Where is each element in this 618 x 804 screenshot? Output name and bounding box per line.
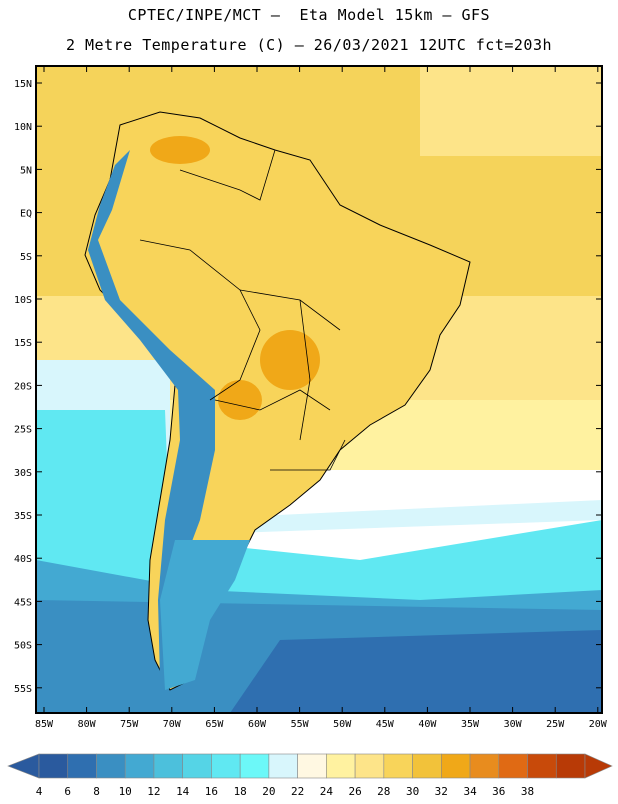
lon-label: 35W [461,719,480,730]
colorbar-label: 26 [348,785,361,798]
colorbar-label: 36 [492,785,505,798]
colorbar-label: 28 [377,785,390,798]
colorbar-label: 4 [36,785,43,798]
lat-label: 35S [14,511,32,522]
colorbar-swatch [239,753,270,779]
colorbar-label: 6 [64,785,71,798]
colorbar-label: 32 [435,785,448,798]
lat-label: 30S [14,468,32,479]
lon-label: 65W [205,719,224,730]
lat-label: 10N [14,122,32,133]
colorbar-left-arrow [7,753,40,779]
colorbar-swatch [38,753,69,779]
patagonia-cool [160,540,250,690]
colorbar-swatch [469,753,500,779]
colorbar-swatch [354,753,385,779]
lat-label: 5N [20,165,32,176]
field-band-blue-deep [230,630,602,713]
lat-label: 45S [14,597,32,608]
colorbar-label: 30 [406,785,419,798]
lon-label: 25W [546,719,565,730]
colorbar-label: 10 [119,785,132,798]
colorbar-label: 8 [93,785,100,798]
lon-label: 55W [291,719,310,730]
hot-spot-central-brazil [260,330,320,390]
colorbar-swatch [297,753,327,779]
lon-label: 70W [163,719,182,730]
colorbar-swatch [412,753,442,779]
lat-label: 25S [14,425,32,436]
temperature-colorbar: 4 6 8 10 12 14 16 18 20 22 24 26 28 30 32 34 36 38 [7,753,613,798]
lon-label: 60W [248,719,267,730]
colorbar-swatch [124,753,155,779]
colorbar-label: 22 [291,785,304,798]
map-field [36,66,602,713]
colorbar-label: 16 [205,785,218,798]
colorbar-swatch [96,753,126,779]
latitude-axis: 15N 10N 5N EQ 5S 10S 15S 20S 25S 30S 35S 40S 45S 50S 5… [14,79,602,695]
colorbar-swatch [182,753,212,779]
colorbar-label: 34 [463,785,477,798]
field-band-north-east [420,66,602,156]
lon-label: 85W [35,719,54,730]
colorbar-swatch [527,753,557,779]
lon-label: 45W [376,719,395,730]
hot-spot-venezuela [150,136,210,164]
lat-label: 15N [14,79,32,90]
lon-label: 75W [120,719,139,730]
map-title-line-1: CPTEC/INPE/MCT – Eta Model 15km – GFS [127,6,491,24]
lon-label: 30W [504,719,523,730]
colorbar-label: 18 [234,785,247,798]
lat-label: 5S [20,252,32,263]
longitude-axis: 85W 80W 75W 70W 65W 60W 55W 50W 45W 40W 35W 30W 25W 2… [35,66,608,730]
lon-label: 50W [333,719,352,730]
colorbar-swatch [498,753,528,779]
colorbar-swatch [383,753,413,779]
colorbar-label: 24 [320,785,334,798]
country-borders [139,149,346,471]
colorbar-label: 38 [521,785,534,798]
lat-label: 55S [14,684,32,695]
colorbar-right-arrow [584,753,613,779]
lon-label: 40W [418,719,437,730]
map-frame [35,65,603,714]
lat-label: 20S [14,381,32,392]
lat-label: 50S [14,641,32,652]
lat-label: 15S [14,338,32,349]
colorbar-swatch [555,753,586,779]
colorbar-label: 12 [147,785,160,798]
lon-label: 20W [589,719,608,730]
lat-label: 40S [14,554,32,565]
lat-label: 10S [14,295,32,306]
colorbar-label: 14 [176,785,190,798]
map-title-line-2: 2 Metre Temperature (C) – 26/03/2021 12U… [65,36,553,54]
colorbar-label: 20 [262,785,275,798]
colorbar-swatch [268,753,298,779]
colorbar-swatch [211,753,241,779]
colorbar-swatch [326,753,356,779]
colorbar-swatch [153,753,183,779]
lat-label: EQ [20,209,32,220]
colorbar-swatch [441,753,471,779]
lon-label: 80W [78,719,97,730]
hot-spot-chaco [218,380,262,420]
colorbar-swatch [67,753,97,779]
